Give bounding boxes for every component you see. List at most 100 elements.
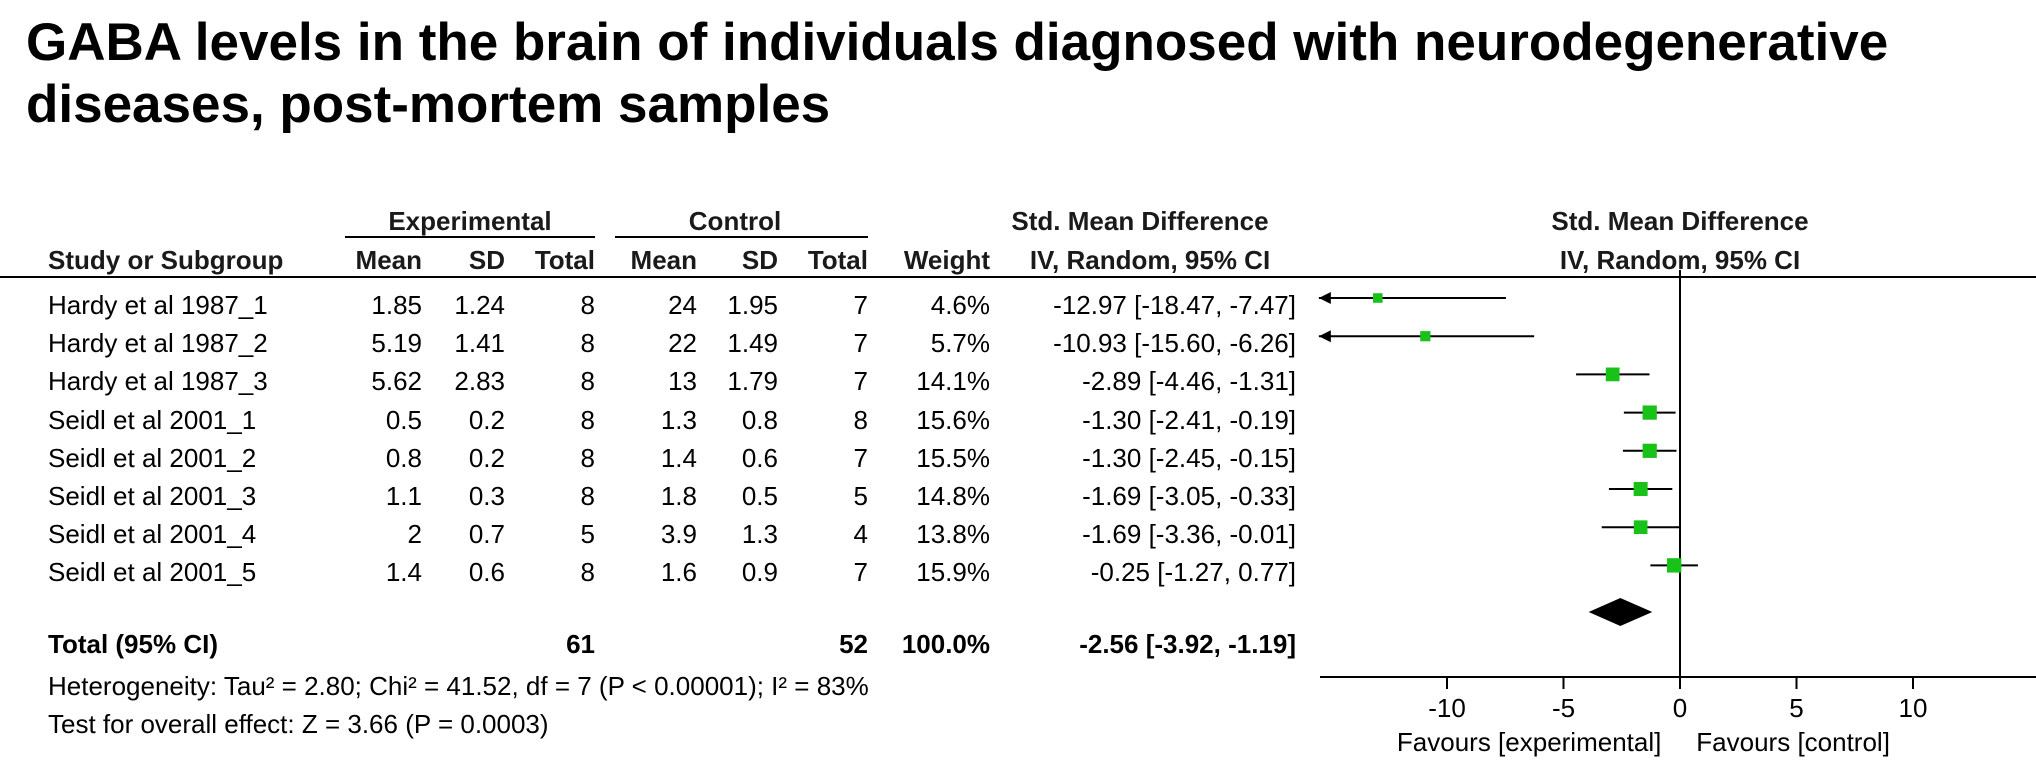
row-6-exp-sd: 0.7 bbox=[468, 519, 505, 550]
row-3-ctl-total: 8 bbox=[853, 404, 868, 435]
underline-experimental bbox=[345, 236, 595, 238]
row-5-exp-total: 8 bbox=[580, 481, 595, 511]
row-6-exp-mean: 2 bbox=[407, 519, 422, 550]
heterogeneity-text: Heterogeneity: Tau² = 2.80; Chi² = 41.52… bbox=[48, 671, 869, 701]
row-4-exp-sd: 0.2 bbox=[468, 442, 505, 473]
row-1-ctl-sd: 1.49 bbox=[727, 328, 778, 359]
study-marker-0 bbox=[1373, 293, 1383, 303]
row-4-ctl-mean: 1.4 bbox=[660, 442, 697, 473]
forest-plot: -10 -5 0 5 10 Favours [experimental] Favours [… bbox=[1318, 270, 2036, 757]
study-marker-5 bbox=[1633, 481, 1648, 497]
row-3-study: Seidl et al 2001_1 bbox=[48, 404, 257, 435]
col-study: Study or Subgroup bbox=[48, 245, 284, 275]
row-1-ctl-total: 7 bbox=[853, 328, 868, 359]
x-tick-label-1: -5 bbox=[1552, 693, 1575, 723]
col-ctl-sd: SD bbox=[741, 245, 778, 275]
row-2-study: Hardy et al 1987_3 bbox=[48, 366, 268, 397]
row-7-study: Seidl et al 2001_5 bbox=[48, 557, 257, 588]
header-effect-plot: Std. Mean Difference bbox=[1551, 206, 1809, 236]
row-5-exp-mean: 1.1 bbox=[385, 481, 422, 511]
total-label: Total (95% CI) bbox=[48, 629, 218, 659]
col-weight: Weight bbox=[903, 245, 990, 275]
row-0-exp-sd: 1.24 bbox=[454, 290, 505, 320]
row-5-ci-text: -1.69 [-3.05, -0.33] bbox=[1082, 481, 1296, 511]
study-marker-4 bbox=[1642, 443, 1657, 458]
row-6-ctl-total: 4 bbox=[853, 519, 868, 550]
favours-right-label: Favours [control] bbox=[1696, 727, 1890, 757]
row-0-ctl-sd: 1.95 bbox=[727, 290, 778, 320]
row-2-ctl-mean: 13 bbox=[668, 366, 697, 397]
x-tick-label-0: -10 bbox=[1428, 693, 1466, 723]
total-exp-total: 61 bbox=[566, 629, 595, 659]
row-5-weight: 14.8% bbox=[916, 481, 990, 511]
row-1-weight: 5.7% bbox=[930, 328, 990, 359]
row-0-exp-total: 8 bbox=[580, 290, 595, 320]
row-5-study: Seidl et al 2001_3 bbox=[48, 481, 257, 511]
study-marker-3 bbox=[1642, 405, 1657, 420]
header-control: Control bbox=[688, 206, 782, 236]
x-tick-label-2: 0 bbox=[1673, 693, 1687, 723]
pooled-diamond bbox=[1588, 598, 1653, 626]
study-marker-6 bbox=[1633, 520, 1648, 535]
row-4-ci-text: -1.30 [-2.45, -0.15] bbox=[1082, 442, 1296, 473]
row-4-ctl-total: 7 bbox=[853, 442, 868, 473]
row-5-ctl-mean: 1.8 bbox=[660, 481, 697, 511]
row-4-study: Seidl et al 2001_2 bbox=[48, 442, 257, 473]
row-4-weight: 15.5% bbox=[916, 442, 990, 473]
row-2-ctl-sd: 1.79 bbox=[727, 366, 778, 397]
header-rule bbox=[0, 276, 2036, 278]
col-exp-mean: Mean bbox=[355, 245, 422, 275]
row-2-exp-sd: 2.83 bbox=[454, 366, 505, 397]
row-7-weight: 15.9% bbox=[916, 557, 990, 588]
row-0-ci-text: -12.97 [-18.47, -7.47] bbox=[1053, 290, 1296, 320]
row-1-exp-mean: 5.19 bbox=[371, 328, 422, 359]
row-3-exp-sd: 0.2 bbox=[468, 404, 505, 435]
row-7-exp-sd: 0.6 bbox=[468, 557, 505, 588]
total-ci: -2.56 [-3.92, -1.19] bbox=[1079, 629, 1296, 659]
total-ctl-total: 52 bbox=[839, 629, 868, 659]
row-1-exp-total: 8 bbox=[580, 328, 595, 359]
total-weight: 100.0% bbox=[901, 629, 990, 659]
row-6-study: Seidl et al 2001_4 bbox=[48, 519, 257, 550]
ci-arrow-1 bbox=[1318, 330, 1331, 343]
row-7-ctl-mean: 1.6 bbox=[660, 557, 697, 588]
underline-control bbox=[615, 236, 868, 238]
row-6-weight: 13.8% bbox=[916, 519, 990, 550]
overall-effect-text: Test for overall effect: Z = 3.66 (P = 0… bbox=[48, 709, 549, 739]
col-exp-sd: SD bbox=[468, 245, 505, 275]
row-4-exp-mean: 0.8 bbox=[385, 442, 422, 473]
row-7-exp-mean: 1.4 bbox=[385, 557, 422, 588]
row-3-ci-text: -1.30 [-2.41, -0.19] bbox=[1082, 404, 1296, 435]
header-experimental: Experimental bbox=[388, 206, 552, 236]
row-2-ctl-total: 7 bbox=[853, 366, 868, 397]
row-2-exp-total: 8 bbox=[580, 366, 595, 397]
row-1-ctl-mean: 22 bbox=[668, 328, 697, 359]
row-7-ci-text: -0.25 [-1.27, 0.77] bbox=[1090, 557, 1296, 588]
row-4-exp-total: 8 bbox=[580, 442, 595, 473]
study-marker-2 bbox=[1605, 367, 1620, 382]
study-marker-7 bbox=[1666, 558, 1682, 573]
chart-title: GABA levels in the brain of individuals … bbox=[26, 13, 1889, 134]
header-effect-table: Std. Mean Difference bbox=[1011, 206, 1269, 236]
row-6-exp-total: 5 bbox=[580, 519, 595, 550]
row-5-ctl-total: 5 bbox=[853, 481, 868, 511]
row-3-exp-mean: 0.5 bbox=[385, 404, 422, 435]
row-1-study: Hardy et al 1987_2 bbox=[48, 328, 268, 359]
row-6-ctl-mean: 3.9 bbox=[660, 519, 697, 550]
row-6-ctl-sd: 1.3 bbox=[741, 519, 778, 550]
col-ctl-mean: Mean bbox=[630, 245, 697, 275]
row-5-exp-sd: 0.3 bbox=[468, 481, 505, 511]
row-0-exp-mean: 1.85 bbox=[371, 290, 422, 320]
row-0-study: Hardy et al 1987_1 bbox=[48, 290, 268, 320]
row-3-ctl-mean: 1.3 bbox=[660, 404, 697, 435]
row-2-exp-mean: 5.62 bbox=[371, 366, 422, 397]
col-effect-table-sub: IV, Random, 95% CI bbox=[1029, 245, 1271, 275]
row-1-exp-sd: 1.41 bbox=[454, 328, 505, 359]
row-7-exp-total: 8 bbox=[580, 557, 595, 588]
row-2-weight: 14.1% bbox=[916, 366, 990, 397]
x-tick-label-3: 5 bbox=[1789, 693, 1803, 723]
row-7-ctl-total: 7 bbox=[853, 557, 868, 588]
col-ctl-total: Total bbox=[807, 245, 868, 275]
row-4-ctl-sd: 0.6 bbox=[741, 442, 778, 473]
x-tick-label-4: 10 bbox=[1899, 693, 1928, 723]
